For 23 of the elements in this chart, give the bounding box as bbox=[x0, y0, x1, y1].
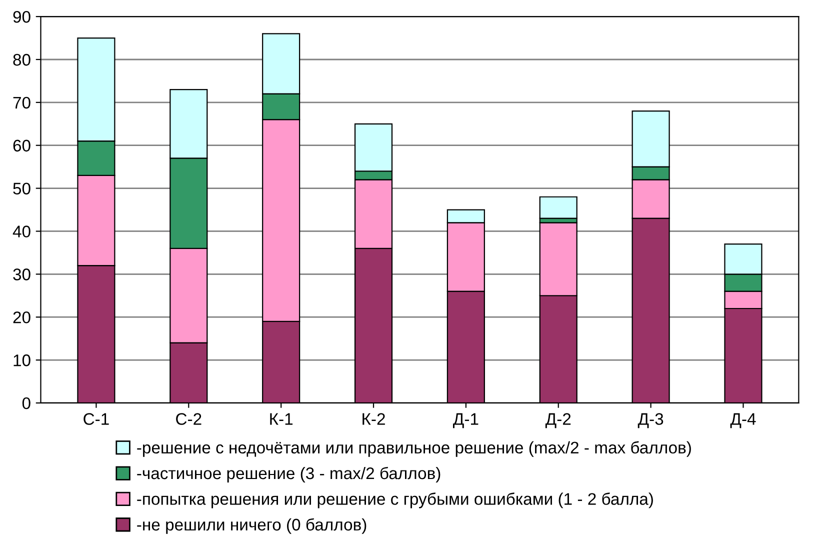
y-tick-label: 50 bbox=[13, 182, 30, 194]
legend-label: -попытка решения или решение с грубыми ошибками (1 - 2 балла) bbox=[137, 492, 653, 508]
x-tick-label: С-2 bbox=[176, 413, 202, 425]
y-tick-label: 40 bbox=[12, 226, 30, 238]
x-tick-label: К-1 bbox=[270, 413, 293, 425]
y-tick-label: 90 bbox=[13, 10, 30, 23]
x-tick-label: Д-4 bbox=[730, 413, 756, 428]
y-tick-label: 20 bbox=[13, 311, 30, 324]
x-tick-label: С-1 bbox=[84, 413, 109, 425]
y-tick-label: 60 bbox=[13, 140, 30, 152]
y-tick-label: 70 bbox=[13, 96, 30, 109]
y-tick-label: 10 bbox=[14, 354, 30, 366]
y-tick-label: 30 bbox=[13, 268, 30, 280]
bar bbox=[539, 196, 578, 219]
x-tick-label: К-2 bbox=[362, 413, 385, 425]
x-tick-label: Д-1 bbox=[453, 413, 478, 428]
x-tick-label: Д-3 bbox=[638, 413, 664, 428]
legend-label: -частичное решение (3 - max/2 баллов) bbox=[137, 466, 440, 483]
legend-label: -не решили ничего (0 баллов) bbox=[137, 518, 366, 534]
y-tick-label: 0 bbox=[22, 397, 30, 410]
legend-label: -решение с недочётами или правильное решение (max/2 - max баллов) bbox=[137, 441, 691, 457]
y-tick-label: 80 bbox=[13, 54, 30, 66]
x-tick-label: Д-2 bbox=[545, 413, 571, 428]
